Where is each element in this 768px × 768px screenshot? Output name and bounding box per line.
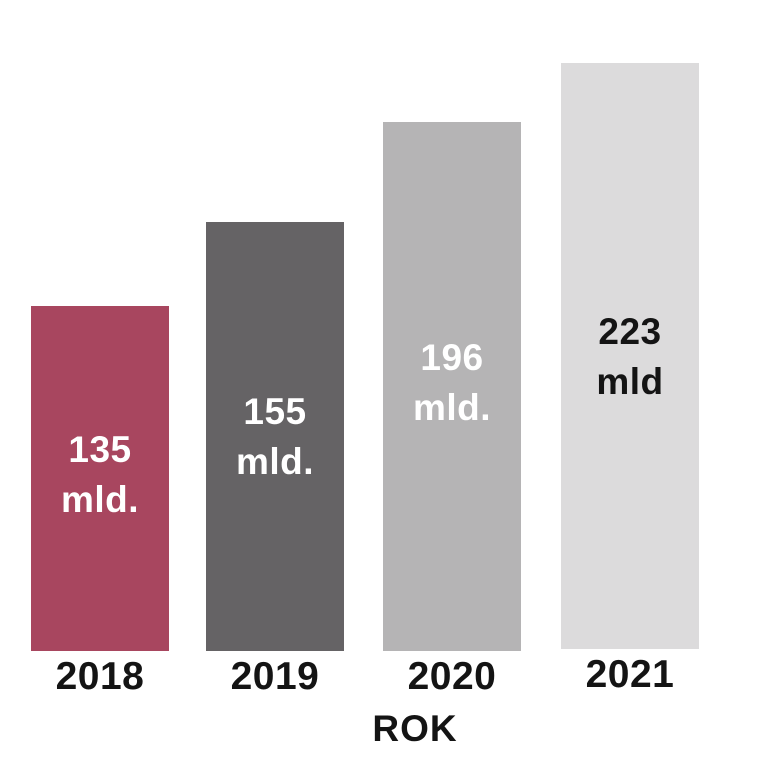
bar-unit-2018: mld. — [60, 479, 140, 520]
bar-value-2021: 223 — [598, 311, 662, 352]
x-tick-2018: 2018 — [55, 655, 145, 698]
x-axis-title: ROK — [372, 708, 458, 749]
bar-2021: 223 mld — [561, 63, 699, 649]
bar-2018: 135 mld. — [31, 306, 169, 651]
x-tick-2020: 2020 — [407, 655, 497, 698]
bar-unit-2019: mld. — [235, 441, 315, 482]
bar-value-2018: 135 — [68, 429, 132, 470]
x-tick-2019: 2019 — [230, 655, 320, 698]
bar-2020: 196 mld. — [383, 122, 521, 651]
bar-2019: 155 mld. — [206, 222, 344, 651]
bar-value-label-2020: 196 mld. — [383, 333, 521, 433]
bar-value-label-2021: 223 mld — [561, 307, 699, 407]
x-tick-2021: 2021 — [585, 653, 675, 696]
bar-unit-2021: mld — [596, 361, 664, 402]
bar-value-label-2019: 155 mld. — [206, 387, 344, 487]
bar-value-2020: 196 — [420, 337, 484, 378]
bar-unit-2020: mld. — [412, 387, 492, 428]
bar-value-2019: 155 — [243, 391, 307, 432]
bar-value-label-2018: 135 mld. — [31, 425, 169, 525]
